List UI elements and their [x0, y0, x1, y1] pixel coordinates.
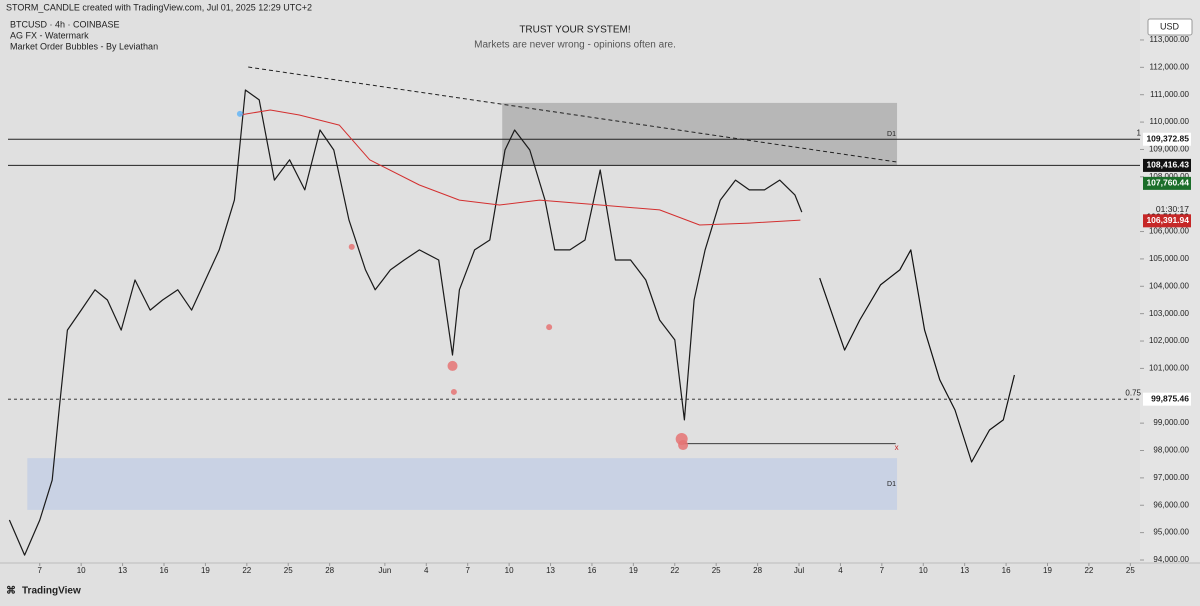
price-label-box [1143, 132, 1191, 146]
zone [502, 102, 898, 166]
y-tick-label: 101,000.00 [1149, 364, 1190, 373]
x-tick-label: 16 [160, 566, 169, 575]
y-tick-label: 103,000.00 [1149, 309, 1190, 318]
order-bubble [450, 388, 457, 395]
price-label-box [1143, 176, 1191, 190]
y-tick-label: 95,000.00 [1153, 528, 1189, 537]
price-label: 107,760.44 [1146, 178, 1189, 188]
x-tick-label: 19 [201, 566, 210, 575]
x-tick-label: 16 [1002, 566, 1011, 575]
level-label: 1 [1137, 128, 1142, 137]
order-bubble [546, 324, 553, 331]
subline: Markets are never wrong - opinions often… [474, 40, 676, 51]
y-tick-label: 104,000.00 [1149, 281, 1190, 290]
x-tick-label: 10 [919, 566, 928, 575]
price-label: 108,416.43 [1146, 160, 1189, 170]
x-tick-label: 22 [1084, 566, 1093, 575]
y-tick-label: 111,000.00 [1150, 90, 1189, 99]
price-axis-panel [1140, 0, 1200, 563]
x-tick-label: 19 [629, 566, 638, 575]
x-tick-label: 7 [38, 566, 43, 575]
currency[interactable]: USD [1160, 21, 1180, 31]
zone-label: D1 [887, 131, 896, 138]
x-tick-label: 13 [546, 566, 555, 575]
x-tick-label: 19 [1043, 566, 1052, 575]
x-tick-label: Jun [378, 566, 391, 575]
indicator: AG FX - Watermark [10, 30, 89, 40]
x-tick-label: 25 [284, 566, 293, 575]
y-tick-label: 108,000.00 [1149, 172, 1190, 181]
x-tick-label: 25 [1126, 566, 1135, 575]
brand-logo: ⌘ [6, 586, 16, 597]
price-path [8, 89, 803, 556]
headline: TRUST YOUR SYSTEM! [519, 25, 630, 36]
countdown: 01:30:17 [1156, 204, 1189, 214]
symbol: BTCUSD · 4h · COINBASE [10, 19, 120, 29]
y-tick-label: 110,000.00 [1150, 117, 1190, 126]
price-label-box [1143, 392, 1191, 406]
price-label-box [1143, 158, 1191, 172]
y-tick-label: 109,000.00 [1149, 145, 1190, 154]
x-tick-label: 10 [77, 566, 86, 575]
order-bubble [678, 440, 689, 451]
y-tick-label: 113,000.00 [1150, 35, 1190, 44]
plot: D1 D1 94,000.00 95,000.00 96,000.00 97,000.00… [8, 35, 1191, 575]
y-tick-label: 96,000.00 [1153, 500, 1189, 509]
y-tick-label: 106,000.00 [1149, 227, 1190, 236]
x-tick-label: 16 [587, 566, 596, 575]
credit: STORM_CANDLE created with TradingView.co… [6, 2, 312, 12]
x-tick-label: 7 [880, 566, 885, 575]
price-path [239, 109, 801, 226]
y-tick-label: 94,000.00 [1153, 555, 1189, 564]
trendline [248, 66, 898, 163]
x-tick-label: 4 [838, 566, 843, 575]
order-bubble [447, 360, 458, 371]
y-tick-label: 99,000.00 [1153, 418, 1189, 427]
y-tick-label: 102,000.00 [1149, 336, 1190, 345]
x-tick-label: 22 [242, 566, 251, 575]
x-tick-label: 25 [712, 566, 721, 575]
y-tick-label: 112,000.00 [1150, 62, 1190, 71]
y-tick-label: 98,000.00 [1153, 446, 1189, 455]
x-tick-label: 28 [753, 566, 762, 575]
price-label: 109,372.85 [1146, 133, 1189, 143]
currency-button[interactable] [1147, 18, 1193, 36]
x-tick-label: 10 [505, 566, 514, 575]
x-tick-label: Jul [794, 566, 804, 575]
zone-label: D1 [887, 481, 896, 488]
x-tick-label: 13 [960, 566, 969, 575]
y-tick-label: 105,000.00 [1149, 254, 1190, 263]
order-bubble [348, 243, 355, 250]
price-path [819, 249, 1015, 463]
x-tick-label: 28 [325, 566, 334, 575]
zone [27, 458, 898, 510]
brand: TradingView [22, 586, 81, 597]
x-tick-label: 22 [670, 566, 679, 575]
x-tick-label: 7 [465, 566, 470, 575]
price-label: 99,875.46 [1151, 393, 1189, 403]
support-marker: x [895, 443, 899, 452]
x-tick-label: 4 [424, 566, 429, 575]
y-tick-label: 97,000.00 [1153, 473, 1189, 482]
price-label: 106,391.94 [1146, 215, 1189, 225]
price-label-box [1143, 214, 1191, 228]
order-bubble [236, 110, 243, 117]
indicator: Market Order Bubbles - By Leviathan [10, 41, 158, 51]
x-tick-label: 13 [118, 566, 127, 575]
level-label: 0.75 [1125, 388, 1141, 397]
